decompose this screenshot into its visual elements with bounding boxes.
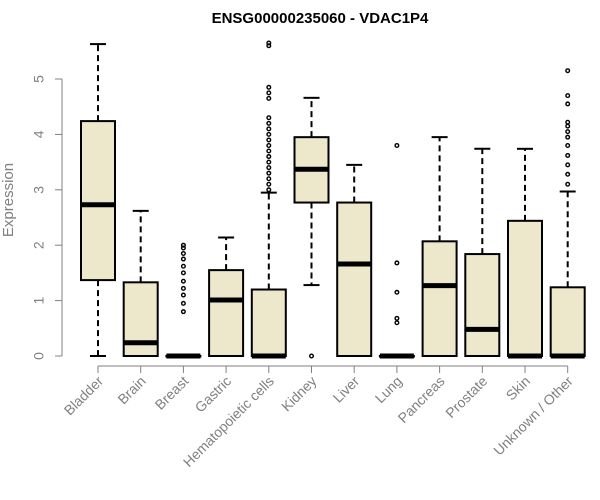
outlier-point <box>266 159 272 165</box>
x-tick-label-unknown-other: Unknown / Other <box>490 373 576 459</box>
outlier-point <box>565 181 571 187</box>
outlier-point <box>394 289 400 295</box>
box-body <box>464 253 501 357</box>
x-tick-label-bladder: Bladder <box>61 373 107 419</box>
outlier-point <box>565 152 571 158</box>
outlier-point <box>266 148 272 154</box>
outlier-point <box>266 181 272 187</box>
y-axis: 0 1 2 3 4 5 <box>31 75 63 360</box>
outlier-point <box>266 142 272 148</box>
box-bladder <box>80 43 116 357</box>
outlier-point <box>180 242 186 248</box>
outlier-point <box>266 115 272 121</box>
box-prostate <box>464 147 501 357</box>
outlier-point <box>180 278 186 284</box>
box-gastric <box>208 236 245 358</box>
x-tick-label-gastric: Gastric <box>192 373 235 416</box>
outlier-point <box>565 162 571 168</box>
outlier-point <box>180 292 186 298</box>
box-body <box>80 120 116 282</box>
box-unknown-other <box>549 68 586 359</box>
outlier-point <box>309 353 315 359</box>
outlier-point <box>565 123 571 129</box>
box-body <box>336 201 373 357</box>
outlier-point <box>565 68 571 74</box>
box-hematopoietic-cells <box>250 40 287 359</box>
y-tick-label: 0 <box>31 352 47 360</box>
outlier-point <box>394 260 400 266</box>
outlier-point <box>266 95 272 101</box>
outlier-point <box>180 309 186 315</box>
outlier-point <box>266 131 272 137</box>
outlier-point <box>266 165 272 171</box>
x-tick-label-skin: Skin <box>503 373 534 404</box>
y-tick-label: 5 <box>31 75 47 83</box>
outlier-point <box>180 300 186 306</box>
outlier-point <box>266 43 272 49</box>
box-body <box>507 219 543 357</box>
x-tick-label-breast: Breast <box>152 373 192 413</box>
outlier-point <box>565 101 571 107</box>
y-tick-label: 2 <box>31 241 47 249</box>
outlier-point <box>565 134 571 140</box>
outlier-point <box>180 285 186 291</box>
box-pancreas <box>421 136 458 358</box>
outlier-point <box>394 320 400 326</box>
box-body <box>549 286 586 357</box>
outlier-point <box>266 187 272 193</box>
boxes-layer <box>80 40 586 359</box>
outlier-point <box>565 171 571 177</box>
outlier-point <box>266 154 272 160</box>
box-body <box>421 240 458 358</box>
box-body <box>250 288 287 357</box>
outlier-point <box>266 40 272 46</box>
x-tick-label-prostate: Prostate <box>442 373 490 421</box>
outlier-point <box>565 129 571 135</box>
outlier-point <box>180 245 186 251</box>
box-liver <box>336 163 373 357</box>
outlier-point <box>266 84 272 90</box>
y-axis-label: Expression <box>0 163 17 237</box>
box-lung <box>378 142 415 359</box>
y-tick-label: 1 <box>31 296 47 304</box>
outlier-point <box>266 137 272 143</box>
outlier-point <box>565 119 571 125</box>
y-tick-label: 3 <box>31 186 47 194</box>
box-brain <box>122 209 159 357</box>
outlier-point <box>266 176 272 182</box>
box-body <box>208 269 245 358</box>
outlier-point <box>266 90 272 96</box>
box-skin <box>507 147 543 359</box>
outlier-point <box>266 126 272 132</box>
chart-title: ENSG00000235060 - VDAC1P4 <box>212 10 429 27</box>
outlier-point <box>565 142 571 148</box>
outlier-point <box>266 170 272 176</box>
outlier-point <box>565 93 571 99</box>
x-tick-label-brain: Brain <box>114 373 148 407</box>
outlier-point <box>394 142 400 148</box>
y-tick-label: 4 <box>31 130 47 138</box>
box-kidney <box>293 96 330 359</box>
outlier-point <box>266 120 272 126</box>
x-tick-label-pancreas: Pancreas <box>395 373 448 426</box>
outlier-point <box>180 251 186 257</box>
x-tick-label-liver: Liver <box>330 373 363 406</box>
outlier-point <box>180 256 186 262</box>
box-breast <box>165 242 202 359</box>
outlier-point <box>180 263 186 269</box>
x-tick-label-kidney: Kidney <box>278 373 320 415</box>
outlier-point <box>394 315 400 321</box>
x-tick-label-lung: Lung <box>372 373 405 406</box>
outlier-point <box>180 270 186 276</box>
